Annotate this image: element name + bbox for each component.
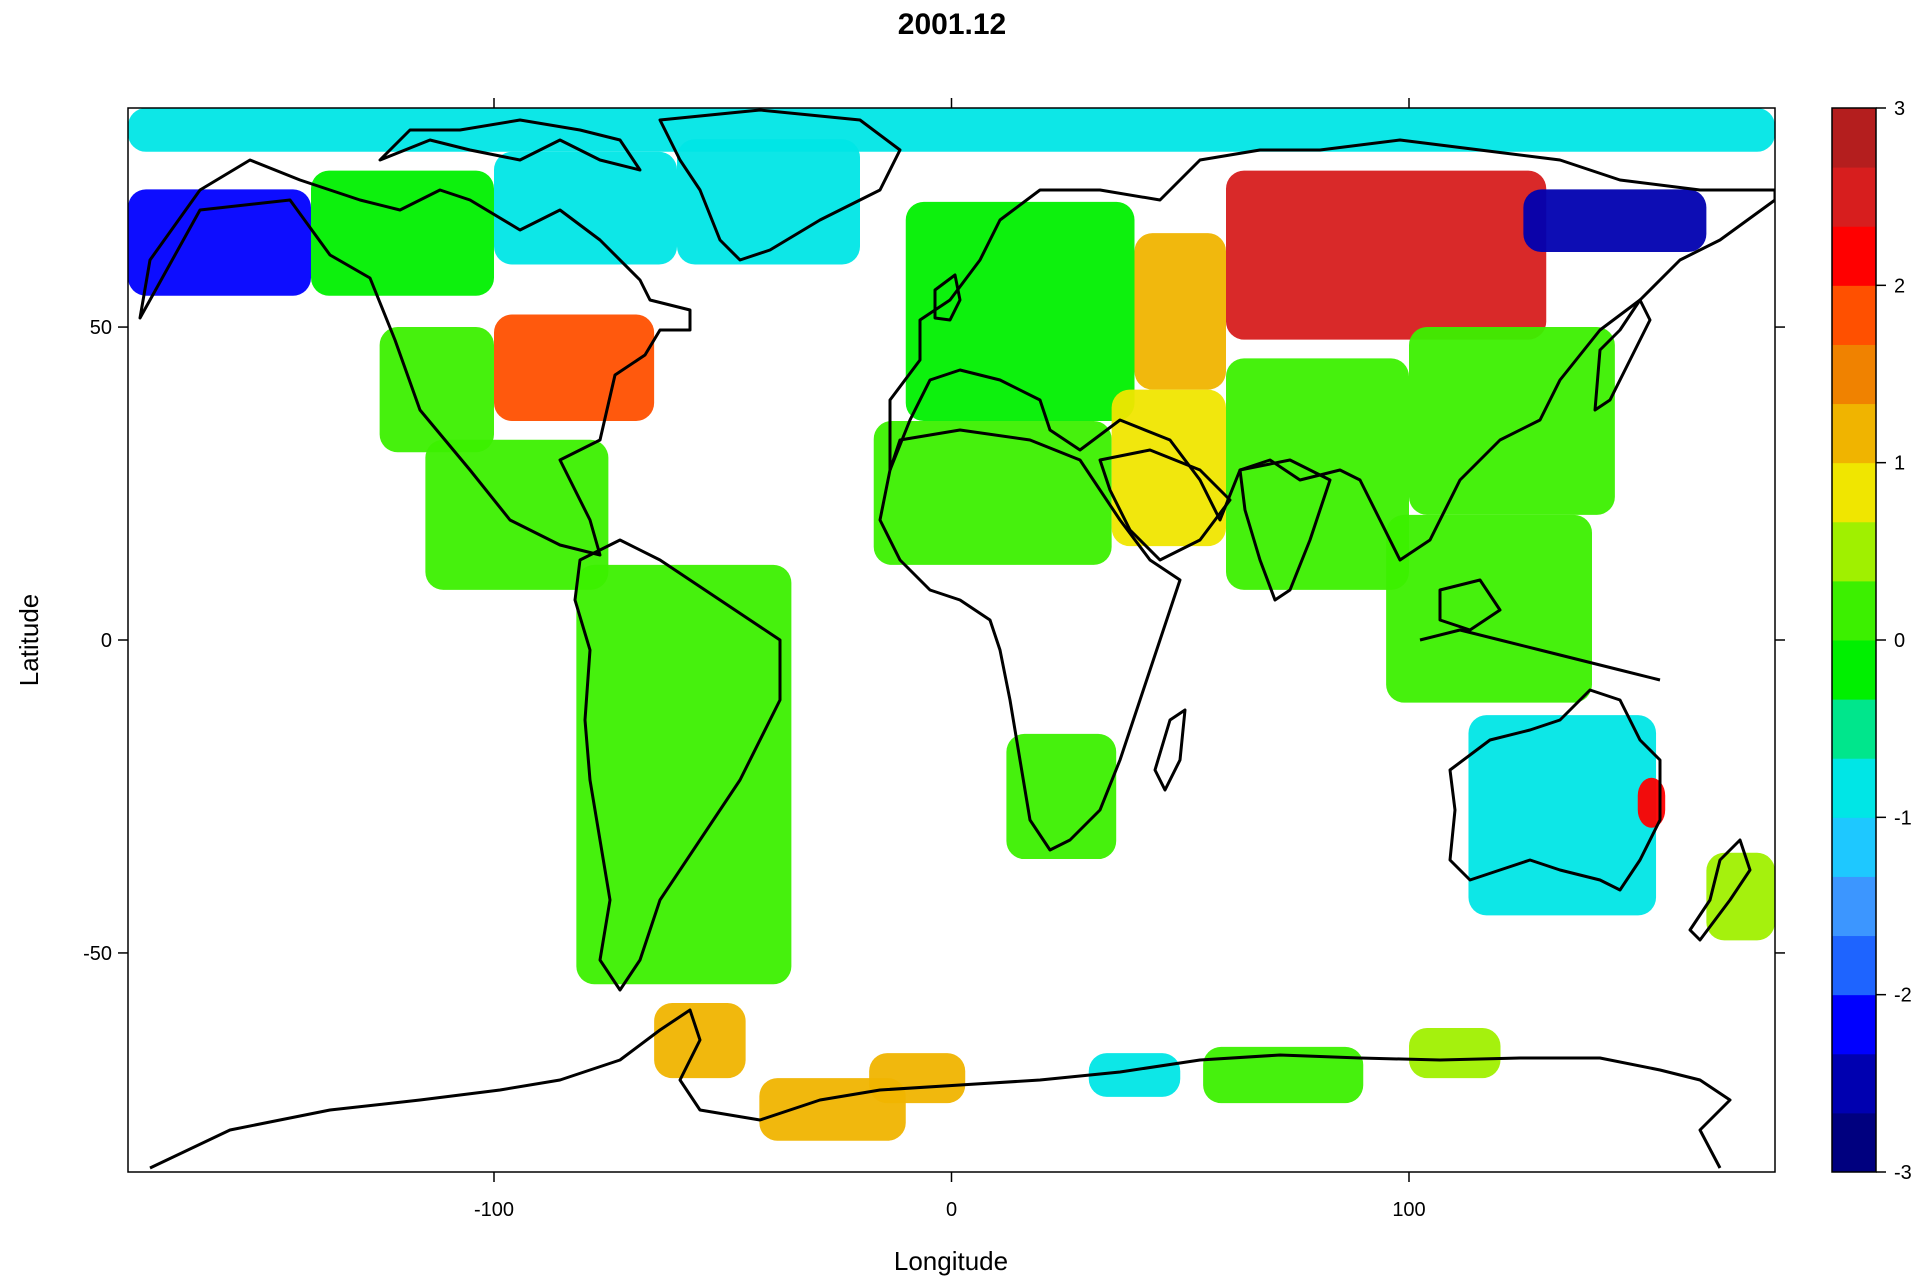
anomaly-region-8: [576, 564, 792, 985]
colorbar-tick-label-3: 0: [1894, 630, 1905, 652]
anomaly-region-10: [1134, 233, 1226, 390]
colorbar-tick-label-5: -2: [1894, 985, 1912, 1007]
british-isles-outline: [933, 273, 962, 322]
north-america-outline: [138, 158, 692, 557]
anomaly-region-21: [1706, 852, 1775, 941]
anomaly-region-18: [1006, 733, 1117, 860]
colorbar-tick-label-2: 1: [1894, 453, 1905, 475]
colorbar-swatch-14: [1832, 285, 1876, 345]
axes: -100 0 100 50 0 -50: [83, 98, 1785, 1221]
anomaly-region-5: [379, 327, 494, 453]
anomaly-region-25: [1088, 1053, 1181, 1097]
colorbar-swatch-16: [1832, 167, 1876, 227]
anomaly-region-16: [1409, 327, 1615, 515]
anomaly-region-2: [311, 170, 494, 296]
anomaly-region-13: [873, 420, 1112, 565]
anomaly-region-17: [1386, 514, 1592, 703]
japan-outline: [1593, 298, 1652, 412]
anomaly-region-20: [1637, 777, 1666, 828]
anomaly-heatmap: [128, 108, 1775, 1141]
australia-outline: [1448, 688, 1662, 892]
anomaly-region-23: [759, 1078, 906, 1141]
eurasia-outline: [888, 138, 1775, 562]
anomaly-region-12: [1523, 189, 1707, 252]
coastlines: [138, 108, 1775, 1170]
anomaly-region-0: [128, 108, 1775, 152]
colorbar-tick-label-4: -1: [1894, 807, 1912, 829]
y-tick-label-2: -50: [83, 943, 112, 965]
anomaly-region-7: [425, 439, 609, 590]
colorbar-swatch-8: [1832, 640, 1876, 700]
colorbar-tick-label-6: -3: [1894, 1162, 1912, 1184]
colorbar-swatch-0: [1832, 1112, 1876, 1173]
south-america-outline: [573, 538, 782, 992]
colorbar-swatch-17: [1832, 108, 1876, 168]
anomaly-region-9: [905, 201, 1135, 421]
anomaly-region-6: [494, 314, 655, 421]
colorbar-swatch-12: [1832, 403, 1876, 464]
anomaly-region-14: [1111, 389, 1226, 547]
anomaly-region-19: [1468, 715, 1657, 916]
colorbar-tick-label-1: 2: [1894, 275, 1905, 297]
colorbar-swatch-11: [1832, 462, 1876, 523]
antarctica-outline: [149, 1008, 1732, 1170]
new-zealand-outline: [1688, 838, 1752, 942]
anomaly-region-3: [494, 151, 677, 265]
x-tick-label-0: -100: [474, 1199, 514, 1221]
colorbar: 3 2 1 0 -1 -2 -3: [1831, 98, 1912, 1184]
anomaly-region-4: [677, 139, 860, 265]
anomaly-region-11: [1226, 170, 1547, 340]
anomaly-region-24: [869, 1053, 966, 1104]
y-axis-title: Latitude: [14, 594, 44, 687]
anomaly-region-1: [128, 189, 311, 296]
colorbar-swatch-7: [1832, 699, 1876, 759]
colorbar-swatch-1: [1832, 1053, 1876, 1114]
x-tick-label-1: 0: [946, 1199, 957, 1221]
colorbar-swatch-3: [1832, 935, 1876, 996]
arabia-outline: [1098, 448, 1232, 562]
x-tick-label-2: 100: [1392, 1199, 1425, 1221]
greenland-outline: [658, 108, 902, 262]
colorbar-swatch-10: [1832, 521, 1876, 582]
colorbar-swatch-9: [1832, 580, 1876, 641]
chart-title: 2001.12: [898, 8, 1006, 41]
colorbar-swatch-4: [1832, 876, 1876, 937]
madagascar-outline: [1153, 708, 1187, 792]
y-tick-label-1: 0: [101, 630, 112, 652]
india-outline: [1238, 458, 1332, 602]
colorbar-swatch-5: [1832, 817, 1876, 877]
y-tick-label-0: 50: [90, 317, 112, 339]
colorbar-swatch-13: [1832, 344, 1876, 405]
x-axis-title: Longitude: [894, 1246, 1008, 1276]
colorbar-swatch-6: [1832, 758, 1876, 818]
colorbar-tick-label-0: 3: [1894, 98, 1905, 120]
colorbar-swatch-2: [1832, 994, 1876, 1055]
anomaly-region-27: [1409, 1028, 1501, 1079]
africa-outline: [878, 428, 1182, 852]
indonesia-outline: [1419, 578, 1661, 682]
arctic-islands-outline: [378, 118, 642, 172]
anomaly-region-26: [1203, 1046, 1364, 1104]
colorbar-swatch-15: [1832, 226, 1876, 286]
